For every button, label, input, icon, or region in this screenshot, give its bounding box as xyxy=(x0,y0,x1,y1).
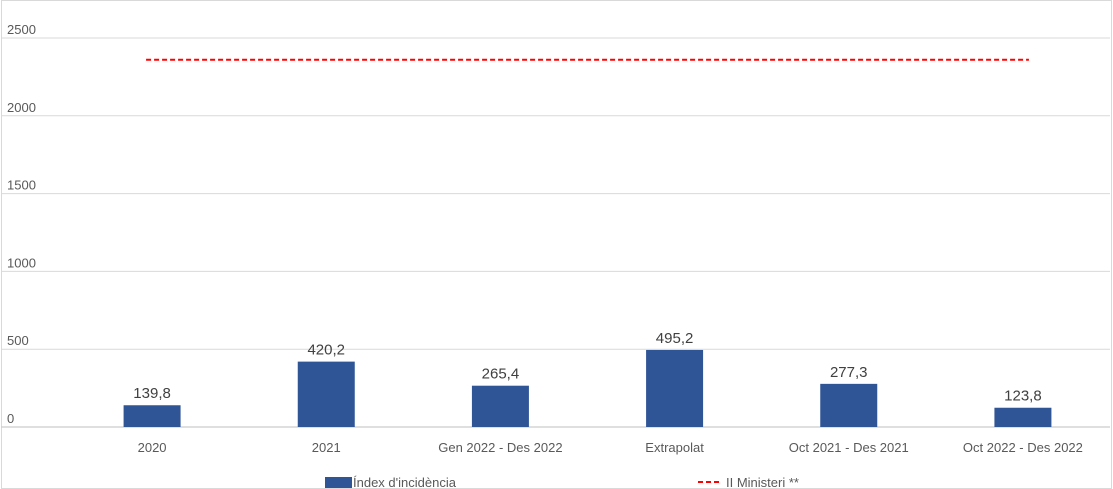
data-label: 265,4 xyxy=(482,366,520,383)
bar-series xyxy=(123,349,1052,427)
data-label: 277,3 xyxy=(830,364,868,381)
y-tick-label: 2000 xyxy=(7,100,36,115)
bar xyxy=(297,361,355,427)
y-tick-label: 1500 xyxy=(7,178,36,193)
category-label: 2020 xyxy=(138,440,167,455)
data-label: 420,2 xyxy=(307,342,345,359)
category-label: Extrapolat xyxy=(645,440,704,455)
category-label: Oct 2022 - Des 2022 xyxy=(963,440,1083,455)
bar xyxy=(994,407,1052,427)
category-label: 2021 xyxy=(312,440,341,455)
y-tick-label: 0 xyxy=(7,411,14,426)
category-label: Oct 2021 - Des 2021 xyxy=(789,440,909,455)
legend-label-bar: Índex d'incidència xyxy=(353,475,457,489)
y-tick-label: 500 xyxy=(7,333,29,348)
y-tick-label: 2500 xyxy=(7,22,36,37)
data-labels: 139,8 420,2 265,4 495,2 277,3 123,8 xyxy=(133,330,1041,405)
bar xyxy=(820,383,878,427)
bar xyxy=(471,385,529,427)
category-label: Gen 2022 - Des 2022 xyxy=(438,440,562,455)
data-label: 123,8 xyxy=(1004,388,1042,405)
y-tick-label: 1000 xyxy=(7,255,36,270)
legend-label-line: II Ministeri ** xyxy=(726,475,799,489)
bar xyxy=(123,405,181,427)
legend-swatch-bar xyxy=(325,477,352,488)
y-axis-ticks: 0 500 1000 1500 2000 2500 xyxy=(7,22,36,426)
legend: Índex d'incidència II Ministeri ** xyxy=(325,475,799,489)
data-label: 495,2 xyxy=(656,330,694,347)
data-label: 139,8 xyxy=(133,385,171,402)
bar xyxy=(646,349,704,427)
grid-layer xyxy=(1,37,1110,428)
x-axis-categories: 2020 2021 Gen 2022 - Des 2022 Extrapolat Oct… xyxy=(138,440,1083,455)
